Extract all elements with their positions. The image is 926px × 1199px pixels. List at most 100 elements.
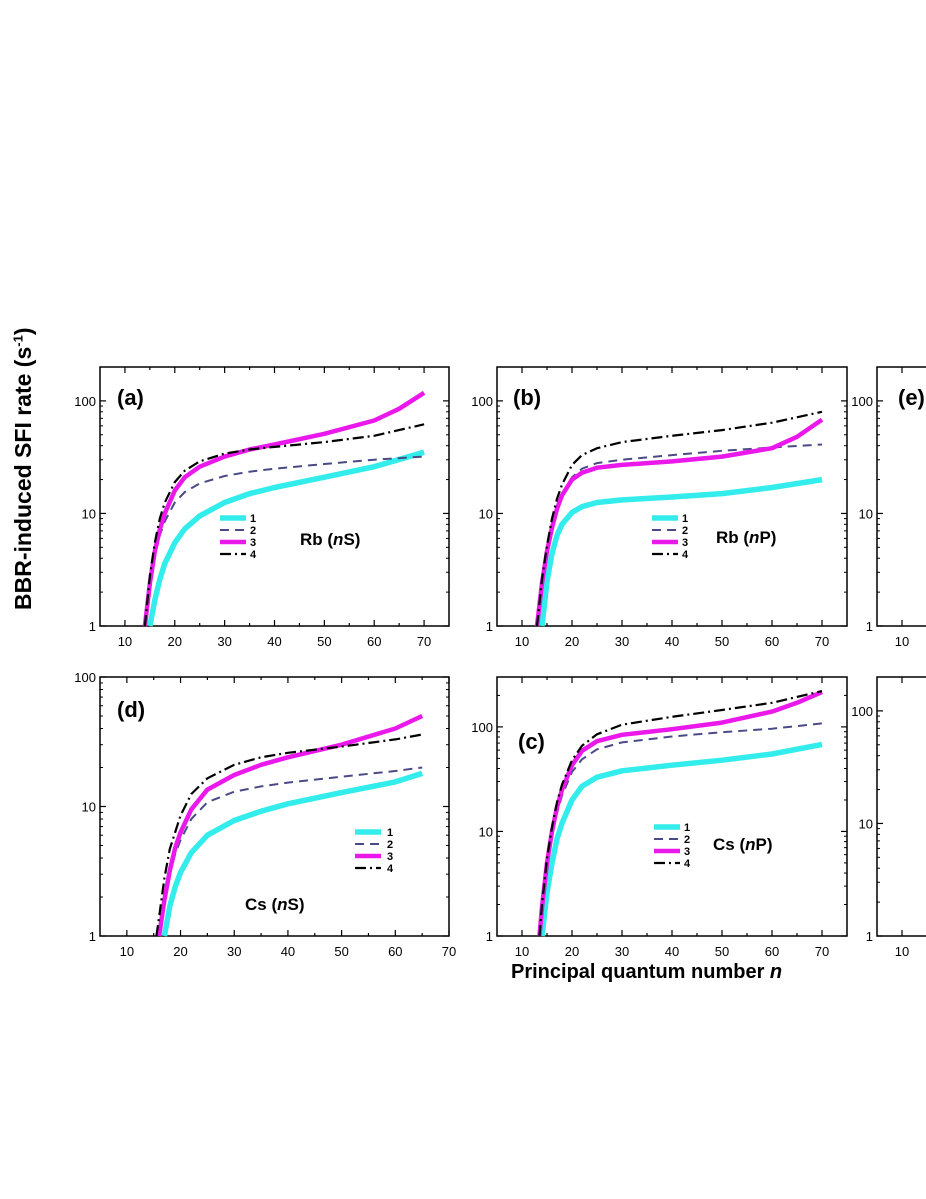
plot-frame-c [496,676,848,937]
x-tick-label: 10 [515,944,529,959]
series-1-line [161,770,424,937]
legend-label-1: 1 [250,513,256,525]
y-tick-label: 10 [859,506,873,521]
species-label-main: Cs ( [245,895,277,914]
y-tick-label: 100 [851,394,873,409]
series-3-line [142,390,426,627]
plot-frame-e [876,366,926,627]
legend-label-4: 4 [682,549,689,561]
series-3-line [534,417,824,627]
legend-label-3: 3 [250,537,256,549]
legend-label-2: 2 [387,839,393,851]
legend-label-3: 3 [387,851,393,863]
panel-tag: (c) [518,729,545,754]
plot-frame-a [99,366,450,627]
x-tick-label: 10 [895,634,909,649]
x-tick-label: 50 [334,944,348,959]
x-axis-label: Principal quantum number n [511,961,782,984]
y-tick-label: 10 [82,800,96,815]
species-label-end: S) [288,895,305,914]
series-1-line [147,449,425,627]
y-tick-label: 1 [866,619,873,634]
legend-label-2: 2 [682,525,688,537]
x-tick-label: 30 [217,634,231,649]
x-tick-label: 20 [168,634,182,649]
panel-e: 1 10 100 10 (e) [851,366,926,649]
species-label-main: Cs ( [713,835,745,854]
panel-tag: (e) [898,385,925,410]
species-label: Rb (nP) [716,528,776,547]
legend-label-4: 4 [684,858,691,870]
x-tick-label: 40 [267,634,281,649]
y-tick-label: 10 [859,816,873,831]
x-tick-label: 30 [615,634,629,649]
y-tick-label: 10 [479,506,493,521]
x-tick-label: 20 [173,944,187,959]
legend-label-3: 3 [684,846,690,858]
x-tick-label: 10 [118,634,132,649]
panel-f: 1 10 100 10 [851,676,926,959]
y-axis-label-text: BBR-induced SFI rate (s [10,346,36,610]
x-tick-label: 70 [417,634,431,649]
legend-label-4: 4 [250,549,257,561]
x-tick-label: 10 [895,944,909,959]
x-tick-label: 50 [715,634,729,649]
y-tick-label: 1 [486,619,493,634]
species-label: Cs (nP) [713,835,773,854]
y-tick-label: 10 [479,824,493,839]
y-tick-label: 100 [74,394,96,409]
species-label-end: P) [759,528,776,547]
x-tick-label: 60 [367,634,381,649]
legend-label-2: 2 [250,525,256,537]
series-4-line [535,410,823,627]
x-tick-label: 70 [815,634,829,649]
y-axis-label-close: ) [10,327,36,336]
x-tick-label: 30 [615,944,629,959]
y-axis-label-sup: -1 [10,335,26,347]
series-3-line [156,713,424,937]
y-tick-label: 100 [471,394,493,409]
x-axis-label-var: n [769,961,783,983]
species-label: Rb (nS) [300,530,360,549]
species-label-var: n [277,895,287,914]
legend-label-1: 1 [387,827,393,839]
x-tick-label: 60 [388,944,402,959]
species-label: Cs (nS) [245,895,305,914]
x-tick-label: 40 [665,634,679,649]
y-axis-label: BBR-induced SFI rate (s-1) [10,328,37,611]
x-tick-label: 50 [317,634,331,649]
series-2-line [143,455,425,627]
x-axis-label-text: Principal quantum number [511,961,765,983]
series-1-line [539,741,823,937]
x-tick-label: 20 [565,944,579,959]
series-4-line [143,423,425,627]
y-tick-label: 100 [471,720,493,735]
series-4-line [155,733,423,937]
y-tick-label: 10 [82,506,96,521]
y-tick-label: 1 [89,619,96,634]
legend-label-2: 2 [684,834,690,846]
panel-tag: (a) [117,385,144,410]
y-tick-label: 1 [89,929,96,944]
panel-tag: (d) [117,697,145,722]
species-label-var: n [333,530,343,549]
species-label-var: n [745,835,755,854]
x-tick-label: 20 [565,634,579,649]
species-label-end: P) [756,835,773,854]
plot-frame-f [876,676,926,937]
y-tick-label: 100 [851,704,873,719]
legend-label-4: 4 [387,863,394,875]
x-tick-label: 70 [815,944,829,959]
legend-label-1: 1 [682,513,688,525]
x-tick-label: 50 [715,944,729,959]
series-1-line [539,476,823,627]
x-tick-label: 40 [281,944,295,959]
legend-label-1: 1 [684,822,690,834]
legend-label-3: 3 [682,537,688,549]
x-tick-label: 60 [765,944,779,959]
series-2-line [538,722,823,937]
